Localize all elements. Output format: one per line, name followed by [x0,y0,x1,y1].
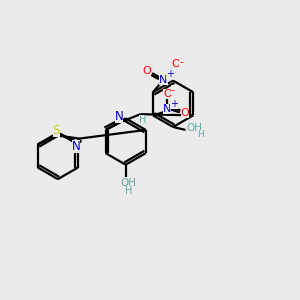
Text: N: N [159,75,168,85]
Text: O: O [181,108,190,118]
Text: OH: OH [187,123,202,133]
Text: O: O [143,66,152,76]
Text: N: N [72,140,80,153]
Text: O: O [171,59,180,69]
Text: O: O [163,89,172,99]
Text: OH: OH [121,178,137,188]
Text: N: N [115,110,123,123]
Text: N: N [163,104,172,114]
Text: -: - [171,85,175,95]
Text: -: - [179,57,183,67]
Text: +: + [170,99,178,109]
Text: +: + [166,69,174,80]
Text: H: H [139,115,146,124]
Text: H: H [125,187,132,196]
Text: S: S [52,124,60,137]
Text: H: H [197,130,204,139]
